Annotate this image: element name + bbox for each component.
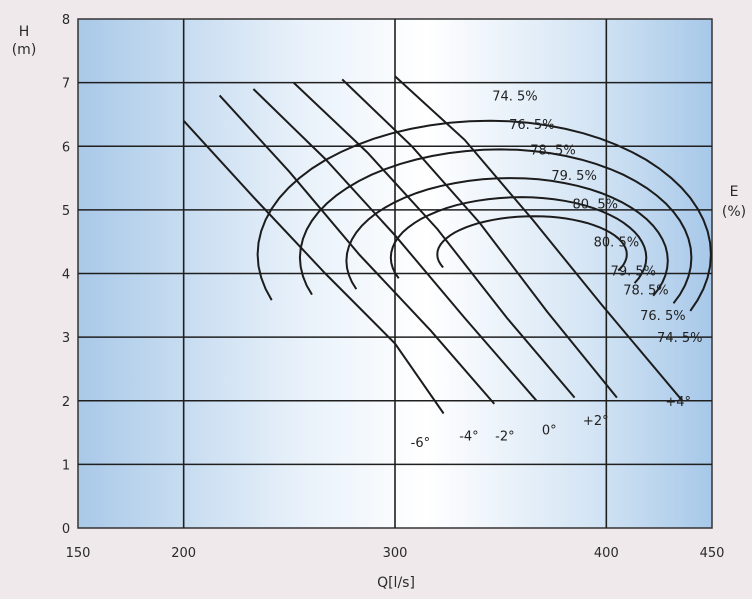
y-tick-label: 4 — [62, 268, 70, 283]
efficiency-contour-76.5% — [298, 148, 693, 304]
blade-angle-curve — [292, 81, 576, 399]
efficiency-label-right: 76. 5% — [640, 309, 685, 324]
x-tick-label: 400 — [594, 546, 619, 561]
blade-angle-label: -4° — [459, 430, 478, 445]
y-tick-label: 3 — [62, 331, 70, 346]
blade-angle-label: 0° — [542, 423, 557, 438]
efficiency-contour-78.5% — [345, 177, 669, 297]
efficiency-contour-80.5% — [436, 215, 628, 272]
y-tick-label: 1 — [62, 458, 70, 473]
efficiency-label-left: 74. 5% — [492, 89, 537, 104]
efficiency-label-right: 80. 5% — [594, 236, 639, 251]
blade-angle-label: +2° — [583, 414, 609, 429]
y-tick-label: 0 — [62, 522, 70, 537]
y-tick-label: 8 — [62, 13, 70, 28]
y-tick-label: 6 — [62, 140, 70, 155]
efficiency-label-left: 78. 5% — [530, 143, 575, 158]
blade-angle-curve — [182, 120, 445, 415]
efficiency-label-right: 74. 5% — [657, 331, 702, 346]
y-axis-unit: (m) — [12, 42, 37, 58]
x-tick-label: 150 — [66, 546, 91, 561]
right-axis-unit: (%) — [722, 204, 746, 220]
blade-angle-label: +4° — [665, 395, 691, 410]
x-tick-labels: 150 200 300 400 450 — [66, 546, 725, 561]
y-tick-label: 2 — [62, 395, 70, 410]
efficiency-label-right: 78. 5% — [623, 283, 668, 298]
efficiency-label-left: 76. 5% — [509, 118, 554, 133]
blade-angle-labels: -6° -4° -2° 0° +2° +4° — [411, 395, 691, 451]
blade-angle-curve — [394, 75, 684, 402]
x-tick-label: 200 — [171, 546, 196, 561]
blade-angle-label: -6° — [411, 436, 430, 451]
y-tick-label: 5 — [62, 204, 70, 219]
efficiency-labels: 74. 5% 76. 5% 78. 5% 79. 5% 80. 5% 80. 5% 79. … — [492, 89, 702, 346]
blade-angle-label: -2° — [495, 430, 514, 445]
blade-angle-curve — [341, 78, 618, 399]
y-axis-title: H — [19, 24, 30, 40]
efficiency-label-left: 80. 5% — [573, 198, 618, 213]
y-tick-label: 7 — [62, 77, 70, 92]
blade-angle-curve — [218, 94, 496, 405]
efficiency-contour-79.5% — [389, 196, 648, 284]
y-tick-labels: 0 1 2 3 4 5 6 7 8 — [62, 13, 70, 537]
x-tick-label: 450 — [700, 546, 725, 561]
x-axis-title: Q[l/s] — [377, 575, 415, 591]
right-axis-title: E — [730, 184, 739, 200]
efficiency-label-right: 79. 5% — [611, 264, 656, 279]
efficiency-label-left: 79. 5% — [551, 169, 596, 184]
blade-angle-curves — [182, 75, 684, 415]
blade-angle-curve — [252, 88, 538, 402]
x-tick-label: 300 — [383, 546, 408, 561]
